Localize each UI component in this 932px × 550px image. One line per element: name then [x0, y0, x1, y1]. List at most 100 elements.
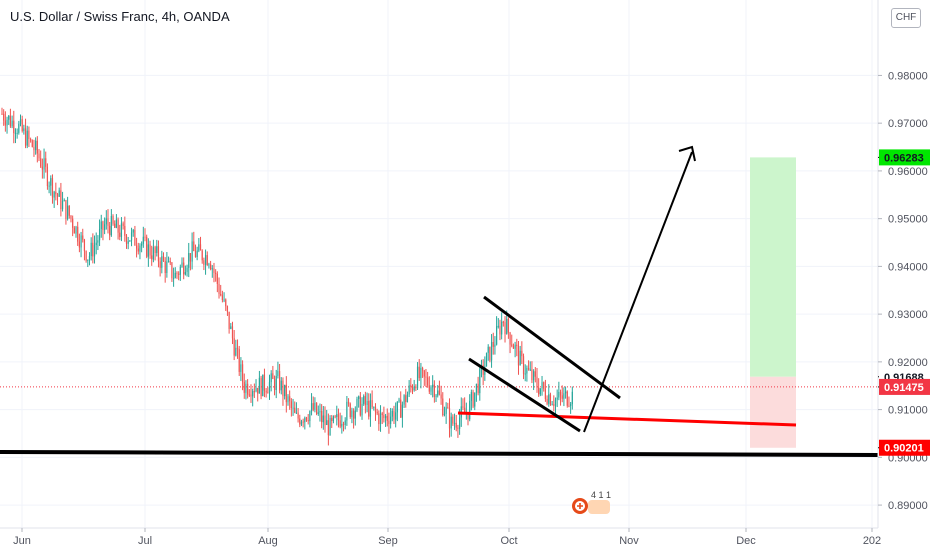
- candle-body: [19, 119, 22, 124]
- candle-body: [462, 406, 464, 408]
- candle-body: [551, 404, 553, 406]
- candle-body: [502, 321, 504, 323]
- candle-body: [359, 396, 361, 416]
- candle-body: [563, 393, 565, 399]
- projection-arrow-shaft[interactable]: [583, 151, 693, 433]
- candle-body: [519, 350, 521, 366]
- candle-body: [428, 385, 430, 392]
- candle-body: [51, 178, 54, 198]
- arrow-head-icon: [678, 145, 696, 162]
- candle-body: [112, 216, 114, 224]
- candle-body: [238, 349, 240, 372]
- candle-body: [225, 299, 227, 307]
- candle-body: [548, 394, 550, 404]
- candle-body: [452, 416, 454, 424]
- flag-lower-line[interactable]: [468, 357, 581, 433]
- candle-body: [337, 414, 340, 421]
- candle-body: [568, 405, 570, 407]
- candle-body: [421, 367, 424, 371]
- support-line[interactable]: [0, 450, 879, 457]
- target-price-tag-bg: [879, 149, 930, 166]
- candle-body: [383, 415, 385, 419]
- candle-body: [1, 113, 3, 115]
- candle-body: [312, 403, 314, 410]
- candle-body: [406, 394, 409, 402]
- candle-body: [161, 256, 163, 268]
- candle-body: [450, 416, 452, 429]
- candle-body: [361, 403, 363, 416]
- candle-body: [255, 387, 257, 392]
- candle-body: [278, 371, 281, 391]
- candle-body: [88, 256, 91, 260]
- event-badge: [588, 500, 610, 514]
- candle-body: [215, 272, 217, 274]
- candle-body: [191, 241, 193, 262]
- candle-body: [322, 415, 324, 423]
- candle-body: [33, 146, 35, 151]
- candle-body: [363, 396, 365, 404]
- y-tick-label: 0.98000: [888, 70, 928, 82]
- x-tick-label: Oct: [500, 535, 517, 547]
- candle-body: [50, 178, 52, 186]
- candle-body: [511, 344, 513, 346]
- chart-title: U.S. Dollar / Swiss Franc, 4h, OANDA: [10, 9, 230, 24]
- candle-body: [199, 244, 202, 251]
- candle-body: [356, 398, 358, 411]
- candle-body: [408, 385, 410, 395]
- candle-body: [305, 417, 308, 421]
- candle-body: [527, 367, 530, 370]
- candle-body: [479, 368, 481, 394]
- candle-body: [8, 115, 10, 120]
- candle-body: [487, 346, 489, 353]
- candle-body: [208, 264, 210, 266]
- stop-line[interactable]: [457, 411, 797, 427]
- candle-body: [494, 344, 496, 347]
- currency-badge[interactable]: CHF: [891, 8, 921, 28]
- x-tick-label: Sep: [378, 535, 398, 547]
- candle-body: [472, 392, 474, 407]
- candle-body: [344, 420, 346, 425]
- candle-body: [538, 387, 540, 395]
- candle-body: [381, 413, 383, 416]
- candle-body: [167, 261, 170, 263]
- candle-body: [135, 245, 138, 249]
- candle-body: [521, 350, 523, 357]
- flag-upper-line[interactable]: [483, 295, 621, 400]
- candle-body: [326, 420, 328, 426]
- candle-body: [142, 236, 144, 244]
- candle-body: [4, 120, 6, 126]
- candle-body: [405, 395, 407, 402]
- candle-body: [474, 392, 476, 407]
- event-marker[interactable]: 4 1 1: [572, 490, 611, 514]
- candle-body: [184, 272, 186, 275]
- candle-body: [233, 338, 235, 356]
- price-axis[interactable]: 0.98000 0.97000 0.96000 0.95000 0.94000 0.930…: [877, 0, 928, 528]
- candle-body: [497, 325, 499, 327]
- candle-body: [137, 248, 139, 252]
- target-price-tag-label: 0.96283: [884, 152, 924, 164]
- candle-body: [364, 396, 366, 406]
- candle-body: [171, 262, 173, 279]
- candle-body: [245, 383, 247, 393]
- plus-icon: [577, 503, 583, 509]
- candle-body: [435, 395, 437, 397]
- candle-body: [304, 417, 306, 423]
- candle-body: [273, 378, 276, 391]
- overlay-text: 4 1 1: [591, 490, 611, 500]
- candle-body: [144, 236, 146, 238]
- candle-body: [235, 347, 237, 356]
- candle-body: [270, 373, 272, 383]
- candle-body: [90, 242, 92, 257]
- candle-body: [324, 415, 326, 426]
- candle-body: [18, 123, 20, 133]
- candle-body: [543, 382, 545, 389]
- candle-body: [341, 423, 343, 427]
- candle-body: [556, 397, 558, 400]
- candle-body: [115, 219, 117, 228]
- time-axis[interactable]: Jun Jul Aug Sep Oct Nov Dec 202: [0, 527, 881, 547]
- position-zones: [750, 157, 796, 448]
- candle-body: [533, 371, 535, 381]
- candle-body: [378, 413, 380, 425]
- candle-body: [453, 422, 456, 424]
